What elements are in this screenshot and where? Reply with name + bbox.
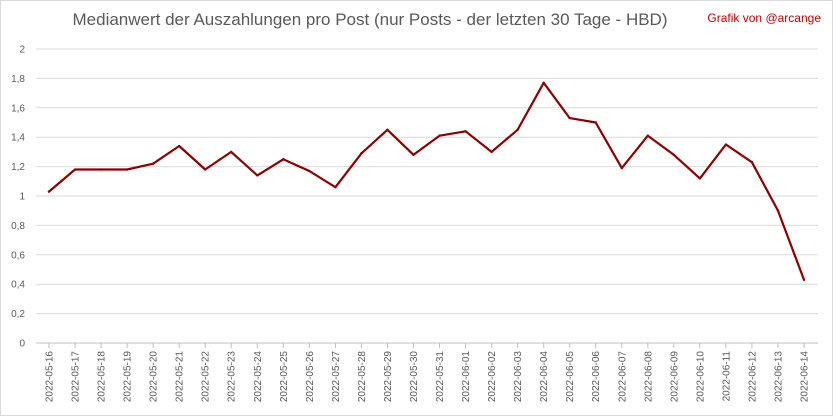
- x-tick-label: 2022-06-06: [591, 351, 602, 403]
- x-tick-label: 2022-05-25: [279, 351, 290, 403]
- y-tick-label: 0,2: [11, 309, 25, 320]
- y-tick-label: 0,8: [11, 221, 25, 232]
- y-tick-label: 1,4: [11, 133, 25, 144]
- x-tick-label: 2022-06-01: [461, 351, 472, 403]
- x-tick-label: 2022-06-07: [617, 351, 628, 403]
- x-tick-label: 2022-06-12: [747, 351, 758, 403]
- data-point: [438, 134, 441, 137]
- data-point: [464, 130, 467, 133]
- x-tick-label: 2022-05-31: [435, 351, 446, 403]
- data-point: [151, 162, 155, 165]
- x-tick-label: 2022-06-04: [539, 351, 550, 403]
- data-point: [542, 81, 545, 85]
- data-point: [334, 185, 337, 189]
- x-tick-label: 2022-06-08: [643, 351, 654, 403]
- chart-title: Medianwert der Auszahlungen pro Post (nu…: [72, 10, 668, 29]
- data-point: [672, 153, 676, 157]
- x-tick-label: 2022-05-20: [149, 351, 160, 403]
- data-point: [750, 160, 754, 164]
- x-tick-label: 2022-05-16: [45, 351, 56, 403]
- plot-series: [47, 81, 806, 281]
- data-point: [568, 116, 571, 120]
- x-tick-label: 2022-06-03: [513, 351, 524, 403]
- x-tick-label: 2022-06-14: [800, 351, 811, 403]
- x-tick-label: 2022-05-24: [253, 351, 264, 403]
- data-point: [594, 121, 597, 124]
- data-point: [47, 190, 51, 193]
- x-tick-label: 2022-05-17: [71, 351, 82, 403]
- data-point: [776, 209, 780, 212]
- series-line: [47, 81, 806, 281]
- x-tick-label: 2022-06-11: [721, 351, 732, 402]
- data-point: [256, 174, 259, 177]
- y-tick-label: 0,4: [11, 280, 25, 291]
- data-point: [412, 153, 415, 157]
- y-tick-label: 0: [19, 339, 25, 350]
- x-tick-label: 2022-06-10: [695, 351, 706, 403]
- x-tick-label: 2022-05-26: [305, 351, 316, 403]
- gridlines: [36, 48, 818, 344]
- x-tick-label: 2022-05-23: [227, 351, 238, 403]
- data-point: [698, 177, 702, 180]
- y-tick-label: 2: [19, 45, 25, 56]
- x-tick-label: 2022-05-28: [357, 351, 368, 403]
- data-point: [646, 134, 649, 137]
- x-tick-label: 2022-06-05: [565, 351, 576, 403]
- x-tick-label: 2022-06-09: [669, 351, 680, 403]
- data-point: [386, 128, 389, 132]
- data-point: [204, 168, 207, 171]
- data-point: [230, 150, 233, 154]
- data-point: [282, 158, 285, 161]
- y-tick-label: 0,6: [11, 250, 25, 261]
- data-point: [73, 168, 77, 171]
- x-tick-label: 2022-06-02: [487, 351, 498, 403]
- chart-credit: Grafik von @arcange: [707, 11, 821, 25]
- x-tick-label: 2022-06-13: [773, 351, 784, 403]
- data-point: [125, 168, 129, 171]
- data-point: [308, 169, 311, 173]
- data-point: [516, 128, 519, 132]
- x-tick-label: 2022-05-19: [123, 351, 134, 403]
- data-point: [620, 166, 623, 170]
- y-tick-label: 1,8: [11, 74, 25, 85]
- y-tick-label: 1,2: [11, 162, 25, 173]
- data-point: [99, 168, 103, 171]
- x-tick-label: 2022-05-18: [97, 351, 108, 403]
- y-tick-label: 1: [19, 192, 25, 203]
- x-tick-label: 2022-05-30: [409, 351, 420, 403]
- data-point: [490, 150, 493, 154]
- x-tick-label: 2022-05-29: [383, 351, 394, 403]
- y-tick-label: 1,6: [11, 103, 25, 114]
- data-point: [360, 152, 363, 155]
- data-point: [724, 143, 728, 146]
- data-point: [177, 144, 181, 148]
- y-axis: 0 0,2 0,4 0,6 0,8 1 1,2 1,4 1,6 1,8 2: [11, 45, 25, 350]
- x-tick-label: 2022-05-21: [175, 351, 186, 403]
- x-axis: 2022-05-16 2022-05-17 2022-05-18 2022-05-19…: [45, 343, 811, 402]
- data-point: [802, 278, 806, 281]
- x-tick-label: 2022-05-27: [331, 351, 342, 403]
- x-tick-label: 2022-05-22: [201, 351, 212, 403]
